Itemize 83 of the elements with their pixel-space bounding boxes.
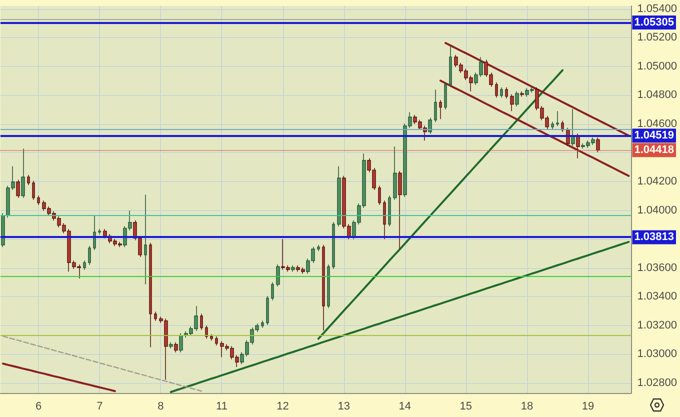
candlestick xyxy=(174,342,178,353)
candlestick xyxy=(393,146,397,200)
candlestick xyxy=(261,320,264,328)
candlestick xyxy=(515,90,519,107)
y-tick-label: 1.03400 xyxy=(637,290,678,303)
y-tick-label: 1.03600 xyxy=(637,262,678,274)
y-tick-label: 1.03200 xyxy=(637,319,678,332)
candlestick xyxy=(449,44,452,88)
candlestick xyxy=(27,174,30,186)
line-series xyxy=(2,362,116,392)
y-tick-label: 1.04600 xyxy=(637,118,678,130)
line-series xyxy=(317,69,564,340)
candlestick xyxy=(21,148,25,198)
y-tick-label: 1.02800 xyxy=(637,376,678,389)
candlestick xyxy=(266,296,269,326)
y-tick-label: 1.05000 xyxy=(637,60,678,72)
candlestick xyxy=(327,264,330,309)
candlestick xyxy=(596,137,600,153)
candlestick xyxy=(439,100,442,120)
x-tick-label: 8 xyxy=(158,400,164,412)
candlestick xyxy=(179,332,183,353)
candlestick xyxy=(144,194,147,285)
candlestick xyxy=(200,313,203,330)
candlestick xyxy=(271,282,274,301)
y-tick-label: 1.03000 xyxy=(637,348,678,360)
line-series xyxy=(439,80,630,177)
ref-line-label: 1.03813 xyxy=(634,231,674,244)
candlestick xyxy=(505,87,508,99)
candlestick xyxy=(510,94,514,112)
x-tick-label: 13 xyxy=(338,400,350,412)
y-tick-label: 1.04800 xyxy=(637,89,678,102)
candlestick xyxy=(210,334,213,342)
candlestick xyxy=(98,228,101,235)
y-tick-label: 1.05400 xyxy=(637,2,678,15)
candlestick xyxy=(103,228,107,239)
candlestick xyxy=(495,82,498,98)
candlestick xyxy=(444,82,447,110)
x-tick-label: 6 xyxy=(36,400,42,412)
candlestick xyxy=(16,179,20,198)
x-tick-label: 7 xyxy=(96,400,103,412)
candlestick xyxy=(83,260,86,270)
candlestick xyxy=(556,110,559,127)
candlestick xyxy=(169,342,173,349)
candlestick xyxy=(32,180,35,200)
x-tick-label: 11 xyxy=(216,400,228,412)
line-series xyxy=(444,42,630,137)
ref-line-label: 1.04418 xyxy=(634,144,674,156)
candlestick xyxy=(291,264,295,272)
candlestick xyxy=(1,212,5,248)
candlestick xyxy=(37,195,40,206)
ref-line-label: 1.05305 xyxy=(634,16,674,29)
x-tick-label: 12 xyxy=(276,400,289,412)
candlestick xyxy=(388,195,391,227)
candlestick xyxy=(215,336,218,346)
candlestick xyxy=(154,311,157,322)
ref-line-label: 1.04519 xyxy=(634,130,674,142)
candlestick xyxy=(428,117,432,134)
candlestick xyxy=(434,89,437,122)
x-tick-label: 14 xyxy=(398,400,411,412)
candlestick xyxy=(276,264,280,287)
candlestick xyxy=(149,242,152,348)
candlestick xyxy=(88,245,91,266)
y-tick-label: 1.04200 xyxy=(637,176,678,188)
candlestick xyxy=(520,90,524,98)
x-tick-label: 18 xyxy=(520,400,534,412)
y-tick-label: 1.04000 xyxy=(637,204,678,216)
line-series xyxy=(2,336,202,392)
candlestick xyxy=(383,200,386,240)
candlestick xyxy=(93,215,96,251)
candlestick xyxy=(332,222,335,270)
line-series xyxy=(170,240,630,393)
candlestick xyxy=(337,166,341,227)
candlestick xyxy=(500,87,503,98)
candlestick xyxy=(551,121,554,130)
y-tick-label: 1.05200 xyxy=(637,32,678,44)
x-tick-label: 15 xyxy=(460,400,472,412)
x-tick-label: 19 xyxy=(582,400,594,412)
candlestick xyxy=(205,325,208,340)
candlestick xyxy=(322,244,325,331)
candlestick xyxy=(571,108,575,146)
candlestick xyxy=(398,170,402,250)
candlestick xyxy=(378,185,381,206)
candlestick xyxy=(317,244,320,252)
